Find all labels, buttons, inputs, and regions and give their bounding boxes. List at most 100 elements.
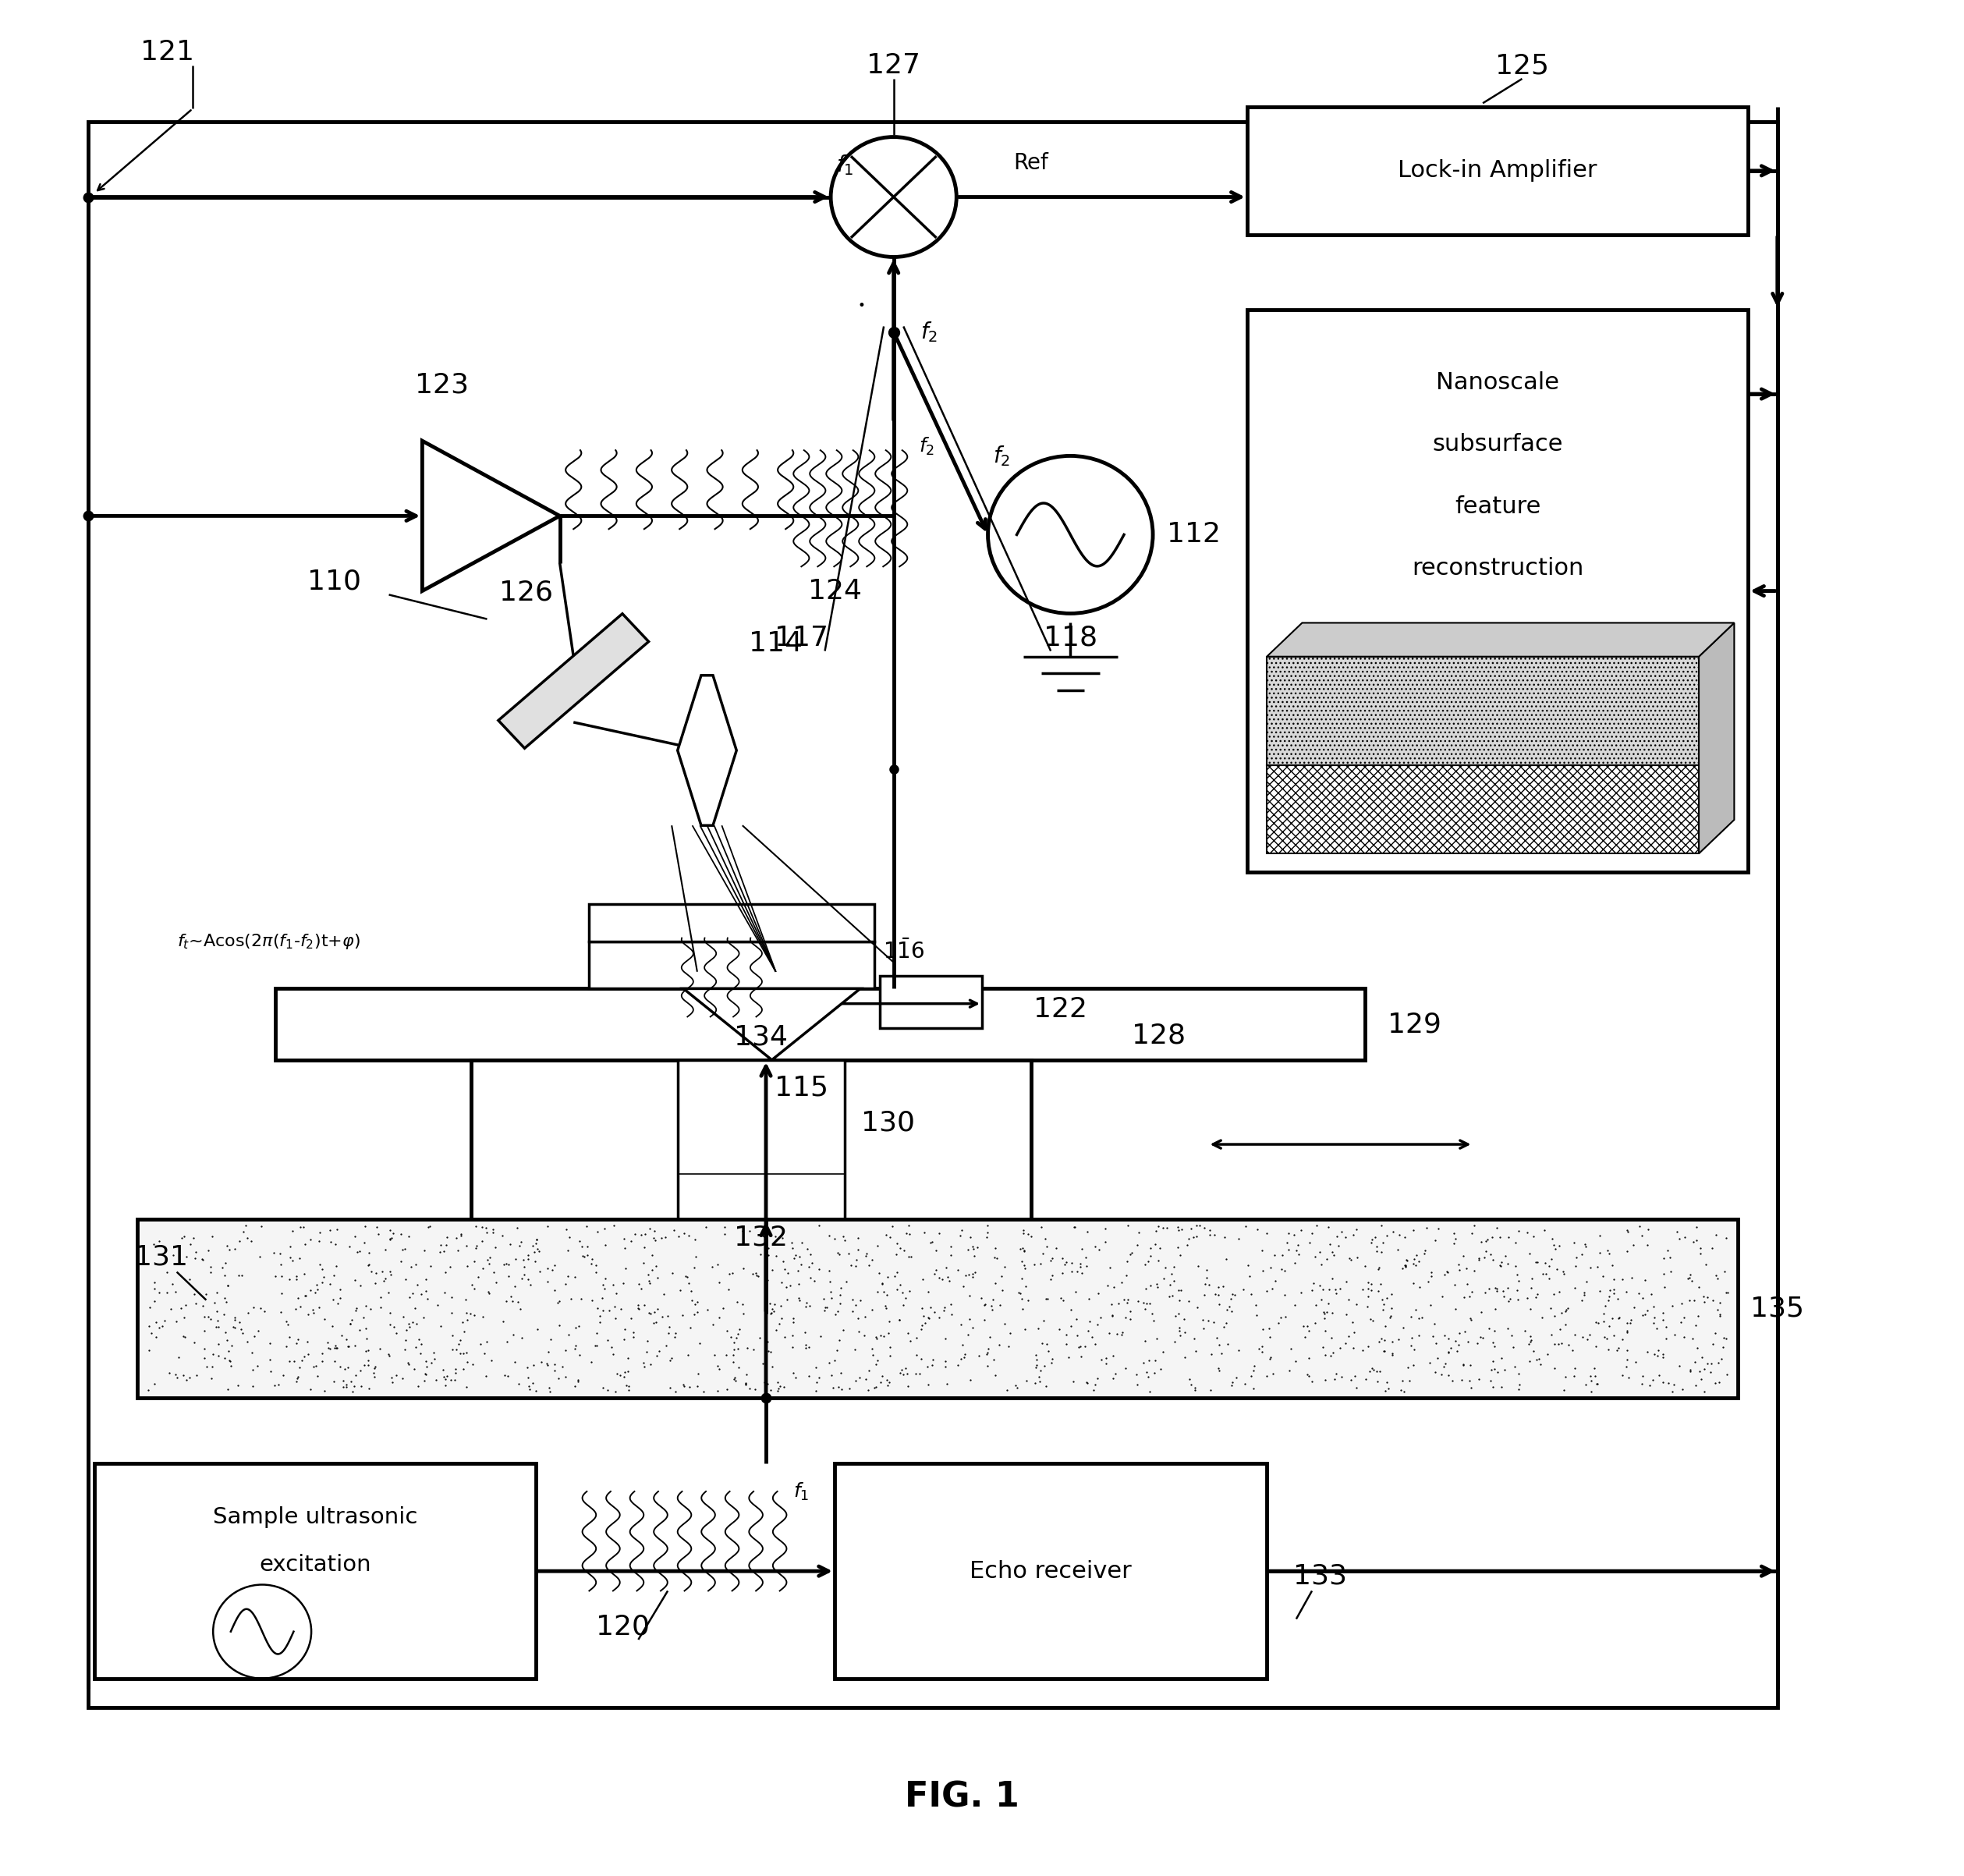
Point [687, 1377, 719, 1407]
Point [864, 1321, 896, 1351]
Point [929, 1324, 960, 1354]
Point [1487, 1343, 1518, 1373]
Point [915, 1293, 947, 1323]
Point [281, 1364, 312, 1394]
Point [375, 1362, 407, 1392]
Point [1145, 1233, 1176, 1263]
Point [159, 1276, 191, 1306]
Point [1178, 1323, 1210, 1353]
Point [1159, 1326, 1190, 1356]
Point [1705, 1300, 1736, 1330]
Point [1426, 1281, 1457, 1311]
Point [1133, 1345, 1165, 1375]
Point [721, 1366, 752, 1396]
Point [772, 1285, 803, 1315]
Point [795, 1263, 827, 1293]
Text: 135: 135 [1750, 1294, 1805, 1323]
Point [1697, 1285, 1728, 1315]
Point [171, 1366, 202, 1396]
Point [202, 1339, 234, 1369]
Point [962, 1233, 994, 1263]
Point [1638, 1302, 1669, 1332]
Point [300, 1351, 332, 1381]
Point [762, 1368, 793, 1398]
Point [139, 1369, 171, 1399]
Point [554, 1321, 585, 1351]
Point [513, 1240, 544, 1270]
Point [1098, 1364, 1129, 1394]
Point [1206, 1339, 1237, 1369]
Point [1542, 1255, 1573, 1285]
Point [1182, 1251, 1214, 1281]
Point [410, 1347, 442, 1377]
Point [179, 1279, 210, 1309]
Point [1438, 1229, 1469, 1259]
Point [697, 1251, 729, 1281]
Point [825, 1358, 856, 1388]
Point [947, 1272, 978, 1302]
Point [187, 1246, 218, 1276]
Point [393, 1221, 424, 1251]
Point [409, 1358, 440, 1388]
Point [1524, 1349, 1555, 1379]
Point [585, 1300, 617, 1330]
Point [1112, 1246, 1143, 1276]
Point [754, 1338, 786, 1368]
Point [632, 1298, 664, 1328]
Point [1100, 1358, 1131, 1388]
Point [200, 1311, 232, 1341]
Point [992, 1375, 1023, 1405]
Point [723, 1313, 754, 1343]
Point [672, 1339, 703, 1369]
Point [1035, 1246, 1066, 1276]
Point [1471, 1227, 1502, 1257]
Point [819, 1223, 850, 1253]
Point [1104, 1289, 1135, 1319]
Point [852, 1249, 884, 1279]
Point [966, 1283, 998, 1313]
Point [860, 1323, 892, 1353]
Point [1616, 1263, 1648, 1293]
Point [1116, 1238, 1147, 1268]
Point [477, 1257, 509, 1287]
Point [1512, 1328, 1544, 1358]
Point [1021, 1353, 1053, 1383]
Point [1141, 1272, 1173, 1302]
Point [1300, 1291, 1332, 1321]
Point [1610, 1345, 1642, 1375]
Point [505, 1294, 536, 1324]
Point [520, 1375, 552, 1405]
Point [958, 1234, 990, 1264]
Point [672, 1263, 703, 1293]
Text: Lock-in Amplifier: Lock-in Amplifier [1398, 159, 1597, 182]
Point [1538, 1328, 1569, 1358]
Point [1713, 1278, 1744, 1308]
Point [214, 1345, 246, 1375]
Point [1112, 1210, 1143, 1240]
Point [1642, 1341, 1673, 1371]
Point [1455, 1306, 1487, 1336]
Point [289, 1341, 320, 1371]
Point [1391, 1246, 1422, 1276]
Point [943, 1349, 974, 1379]
Point [1500, 1251, 1532, 1281]
Point [1066, 1234, 1098, 1264]
Point [1593, 1285, 1624, 1315]
Point [409, 1236, 440, 1266]
Point [1137, 1298, 1169, 1328]
Point [1367, 1294, 1398, 1324]
Point [841, 1251, 872, 1281]
Point [489, 1249, 520, 1279]
Point [1579, 1308, 1610, 1338]
Point [1351, 1293, 1383, 1323]
Point [1147, 1212, 1178, 1242]
Point [1116, 1240, 1147, 1270]
Point [1565, 1285, 1597, 1315]
Point [564, 1311, 595, 1341]
Point [890, 1353, 921, 1383]
Point [324, 1283, 355, 1313]
Point [931, 1369, 962, 1399]
Point [660, 1323, 691, 1353]
Point [1467, 1323, 1499, 1353]
Point [1110, 1302, 1141, 1332]
